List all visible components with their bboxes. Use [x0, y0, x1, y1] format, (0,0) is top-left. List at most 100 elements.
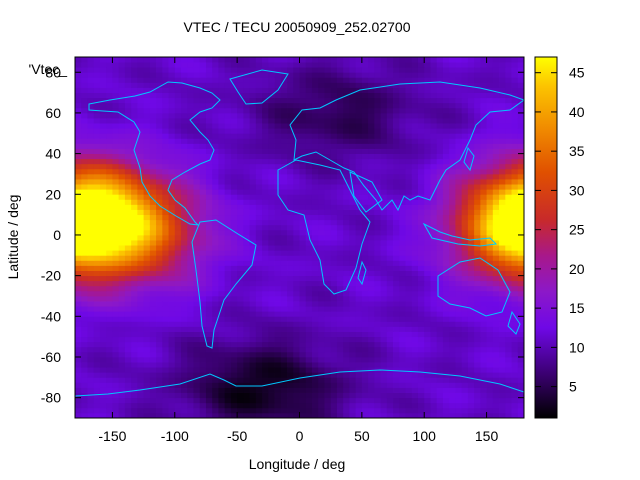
- heatmap-cell: [205, 92, 213, 99]
- heatmap-cell: [368, 173, 375, 180]
- heatmap-cell: [143, 245, 151, 251]
- heatmap-cell: [224, 382, 232, 388]
- heatmap-cell: [237, 245, 244, 251]
- heatmap-cell: [187, 285, 194, 292]
- heatmap-cell: [361, 173, 369, 180]
- heatmap-cell: [505, 392, 512, 399]
- heatmap-cell: [474, 402, 481, 409]
- heatmap-cell: [255, 87, 263, 93]
- heatmap-cell: [505, 199, 512, 205]
- heatmap-cell: [442, 240, 450, 246]
- heatmap-cell: [336, 118, 344, 124]
- heatmap-cell: [255, 97, 263, 104]
- heatmap-cell: [255, 362, 263, 368]
- heatmap-cell: [430, 285, 438, 292]
- heatmap-cell: [156, 341, 163, 348]
- heatmap-cell: [461, 407, 469, 414]
- heatmap-cell: [243, 138, 251, 144]
- heatmap-cell: [237, 346, 244, 353]
- heatmap-cell: [99, 270, 107, 277]
- heatmap-cell: [262, 82, 269, 88]
- heatmap-cell: [205, 377, 213, 383]
- heatmap-cell: [455, 102, 463, 109]
- heatmap-cell: [374, 204, 381, 210]
- heatmap-cell: [424, 260, 431, 266]
- heatmap-cell: [430, 255, 438, 261]
- heatmap-cell: [318, 77, 325, 83]
- heatmap-cell: [143, 387, 151, 393]
- heatmap-cell: [517, 153, 524, 160]
- heatmap-cell: [461, 179, 469, 185]
- heatmap-cell: [318, 118, 325, 124]
- heatmap-cell: [230, 290, 238, 297]
- heatmap-cell: [274, 229, 282, 236]
- heatmap-cell: [293, 245, 300, 251]
- heatmap-cell: [218, 128, 226, 134]
- heatmap-cell: [417, 346, 425, 353]
- heatmap-cell: [75, 219, 82, 226]
- heatmap-cell: [305, 245, 313, 251]
- heatmap-cell: [455, 97, 463, 104]
- heatmap-cell: [280, 255, 288, 261]
- heatmap-cell: [162, 341, 169, 348]
- heatmap-cell: [324, 77, 332, 83]
- heatmap-cell: [255, 179, 263, 185]
- heatmap-cell: [480, 138, 487, 144]
- heatmap-cell: [343, 301, 350, 307]
- heatmap-cell: [380, 240, 388, 246]
- heatmap-cell: [280, 382, 288, 388]
- heatmap-cell: [430, 387, 438, 393]
- heatmap-cell: [442, 245, 450, 251]
- heatmap-cell: [181, 351, 188, 358]
- heatmap-cell: [480, 153, 487, 160]
- heatmap-cell: [492, 412, 500, 418]
- heatmap-cell: [324, 412, 332, 418]
- heatmap-cell: [461, 245, 469, 251]
- heatmap-cell: [112, 285, 120, 292]
- heatmap-cell: [455, 306, 463, 312]
- heatmap-cell: [106, 199, 113, 205]
- heatmap-cell: [511, 214, 519, 221]
- heatmap-cell: [149, 367, 157, 373]
- heatmap-cell: [318, 240, 325, 246]
- heatmap-cell: [143, 351, 151, 358]
- heatmap-cell: [243, 362, 251, 368]
- heatmap-cell: [118, 265, 126, 271]
- heatmap-cell: [380, 397, 388, 404]
- heatmap-cell: [449, 377, 456, 383]
- heatmap-cell: [224, 234, 232, 241]
- heatmap-cell: [455, 245, 463, 251]
- heatmap-cell: [474, 280, 481, 287]
- heatmap-cell: [386, 118, 394, 124]
- heatmap-cell: [461, 265, 469, 271]
- heatmap-cell: [93, 209, 101, 216]
- heatmap-cell: [249, 87, 257, 93]
- heatmap-cell: [492, 387, 500, 393]
- heatmap-cell: [224, 270, 232, 277]
- heatmap-cell: [393, 214, 400, 221]
- heatmap-cell: [124, 260, 132, 266]
- heatmap-cell: [274, 143, 282, 149]
- heatmap-cell: [405, 194, 413, 200]
- heatmap-cell: [449, 387, 456, 393]
- heatmap-cell: [417, 234, 425, 241]
- heatmap-cell: [399, 326, 406, 332]
- heatmap-cell: [131, 77, 138, 83]
- heatmap-cell: [118, 118, 126, 124]
- heatmap-cell: [87, 285, 95, 292]
- heatmap-cell: [492, 199, 500, 205]
- heatmap-cell: [237, 173, 244, 180]
- heatmap-cell: [131, 301, 138, 307]
- heatmap-cell: [455, 280, 463, 287]
- heatmap-cell: [224, 148, 232, 154]
- heatmap-cell: [131, 234, 138, 241]
- heatmap-cell: [399, 346, 406, 353]
- heatmap-cell: [243, 77, 251, 83]
- heatmap-cell: [143, 224, 151, 231]
- heatmap-cell: [430, 356, 438, 363]
- heatmap-cell: [449, 346, 456, 353]
- heatmap-cell: [361, 219, 369, 226]
- heatmap-cell: [299, 255, 307, 261]
- heatmap-cell: [511, 295, 519, 302]
- heatmap-cell: [417, 219, 425, 226]
